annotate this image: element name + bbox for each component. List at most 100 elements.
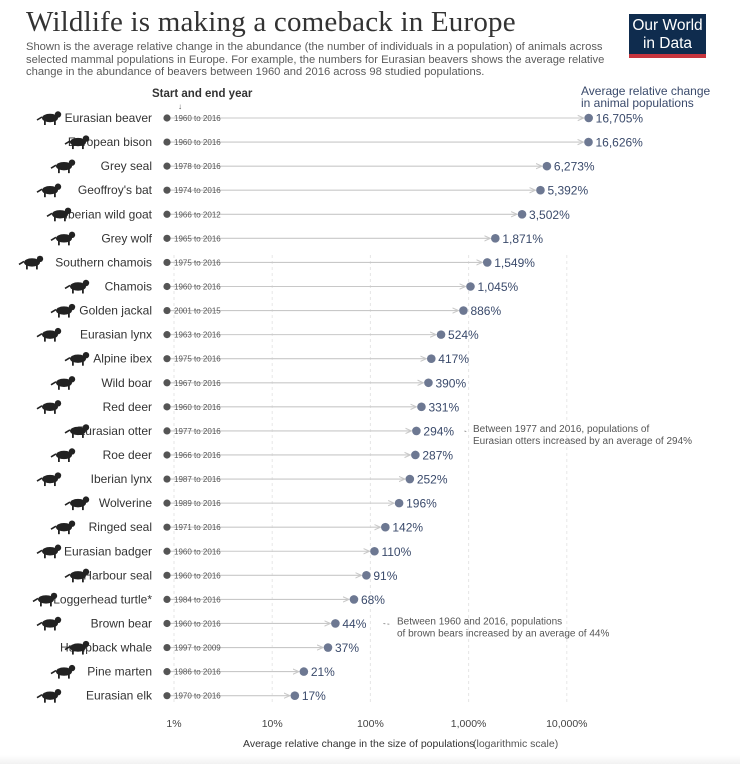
x-tick-label: 100%	[357, 718, 384, 730]
year-range-label: 1960 to 2016	[174, 138, 221, 147]
species-label: Wolverine	[99, 496, 152, 510]
lynx-icon	[36, 472, 62, 487]
species-label: Eurasian beaver	[65, 111, 152, 125]
start-point	[163, 547, 171, 555]
value-label: 5,392%	[547, 184, 588, 198]
annotation-line-2: Eurasian otters increased by an average …	[473, 436, 692, 447]
chamois-icon	[64, 279, 90, 294]
lynx-icon	[36, 327, 62, 342]
year-range-label: 1970 to 2016	[174, 692, 221, 701]
logo-line-2: in Data	[642, 35, 693, 52]
end-point	[405, 474, 415, 484]
ibex-icon	[64, 352, 90, 366]
end-point	[426, 354, 436, 364]
value-label: 16,705%	[596, 112, 644, 126]
whale-icon	[64, 640, 90, 655]
end-point	[424, 378, 433, 388]
year-range-label: 1974 to 2016	[174, 186, 221, 195]
year-range-label: 1984 to 2016	[174, 595, 221, 604]
end-point	[482, 258, 492, 267]
start-point	[163, 523, 171, 531]
start-point	[163, 210, 171, 218]
jackal-icon	[50, 303, 76, 318]
year-range-label: 1965 to 2016	[174, 234, 221, 243]
year-range-label: 1960 to 2016	[174, 403, 221, 412]
value-label: 524%	[448, 328, 479, 342]
start-point	[163, 595, 171, 604]
end-point	[459, 306, 468, 315]
wolverine-icon	[64, 496, 90, 511]
species-label: Golden jackal	[79, 304, 152, 318]
year-range-label: 1975 to 2016	[174, 258, 221, 267]
start-point	[163, 138, 171, 146]
x-tick-label: 10,000%	[546, 718, 587, 730]
species-label: Red deer	[103, 400, 152, 414]
value-label: 142%	[392, 521, 423, 535]
species-label: Geoffroy's bat	[78, 183, 153, 197]
start-point	[163, 258, 171, 267]
goat-icon	[46, 207, 72, 222]
badger-icon	[36, 544, 62, 559]
chart-title: Wildlife is making a comeback in Europe	[26, 6, 516, 38]
year-range-label: 1971 to 2016	[174, 523, 221, 532]
bear-icon	[36, 616, 62, 631]
year-range-label: 1960 to 2016	[174, 282, 221, 291]
end-point	[491, 234, 500, 243]
value-label: 287%	[422, 448, 453, 462]
value-label: 417%	[438, 352, 469, 366]
logo-line-1: Our World	[632, 17, 703, 34]
start-point	[163, 331, 171, 339]
end-point	[370, 546, 379, 556]
end-point	[412, 426, 421, 436]
end-point	[394, 498, 404, 508]
annotation-line-1: Between 1960 and 2016, populations	[397, 616, 562, 627]
end-point	[584, 137, 593, 147]
species-label: Wild boar	[101, 376, 152, 390]
otter-icon	[64, 424, 90, 438]
start-point	[163, 427, 171, 435]
x-tick-label: 1%	[166, 718, 181, 730]
end-point	[466, 282, 475, 291]
year-range-label: 1986 to 2016	[174, 668, 221, 677]
start-point	[163, 355, 171, 363]
seal-icon	[64, 568, 90, 583]
seal-icon	[50, 520, 76, 535]
year-range-label: 1963 to 2016	[174, 331, 221, 340]
species-label: Harbour seal	[83, 568, 152, 582]
value-label: 886%	[470, 304, 501, 318]
x-tick-label: 10%	[262, 718, 283, 730]
chamois-icon	[18, 255, 44, 270]
species-label: Loggerhead turtle*	[53, 592, 152, 606]
start-point	[163, 306, 171, 315]
deer-icon	[50, 448, 76, 462]
value-label: 6,273%	[554, 160, 595, 174]
species-label: Pine marten	[87, 665, 152, 679]
start-point	[163, 668, 171, 676]
value-label: 44%	[342, 617, 366, 631]
end-point	[584, 113, 593, 123]
chart-subtitle: Shown is the average relative change in …	[26, 41, 605, 79]
species-label: Eurasian badger	[64, 544, 152, 558]
end-point	[349, 595, 359, 604]
end-point	[290, 691, 300, 700]
end-point	[331, 619, 340, 628]
annotation-connector	[383, 622, 392, 625]
value-label: 196%	[406, 497, 437, 511]
our-world-in-data-logo[interactable]: Our World in Data	[629, 14, 706, 58]
start-point	[163, 114, 171, 122]
year-range-label: 1966 to 2016	[174, 451, 221, 460]
start-point	[163, 571, 171, 579]
year-range-label: 1960 to 2016	[174, 114, 221, 123]
x-axis-label: Average relative change in the size of p…	[243, 738, 475, 750]
end-point	[536, 185, 545, 195]
start-point	[163, 403, 171, 411]
value-label: 17%	[302, 689, 326, 703]
year-range-label: 1978 to 2016	[174, 162, 221, 171]
year-range-label: 2001 to 2015	[174, 307, 221, 316]
value-label: 331%	[428, 400, 459, 414]
value-label: 68%	[361, 593, 385, 607]
end-point	[299, 667, 309, 676]
value-label: 294%	[423, 424, 454, 438]
x-axis-scale-note: (logarithmic scale)	[473, 738, 558, 750]
species-label: Ringed seal	[89, 520, 152, 534]
